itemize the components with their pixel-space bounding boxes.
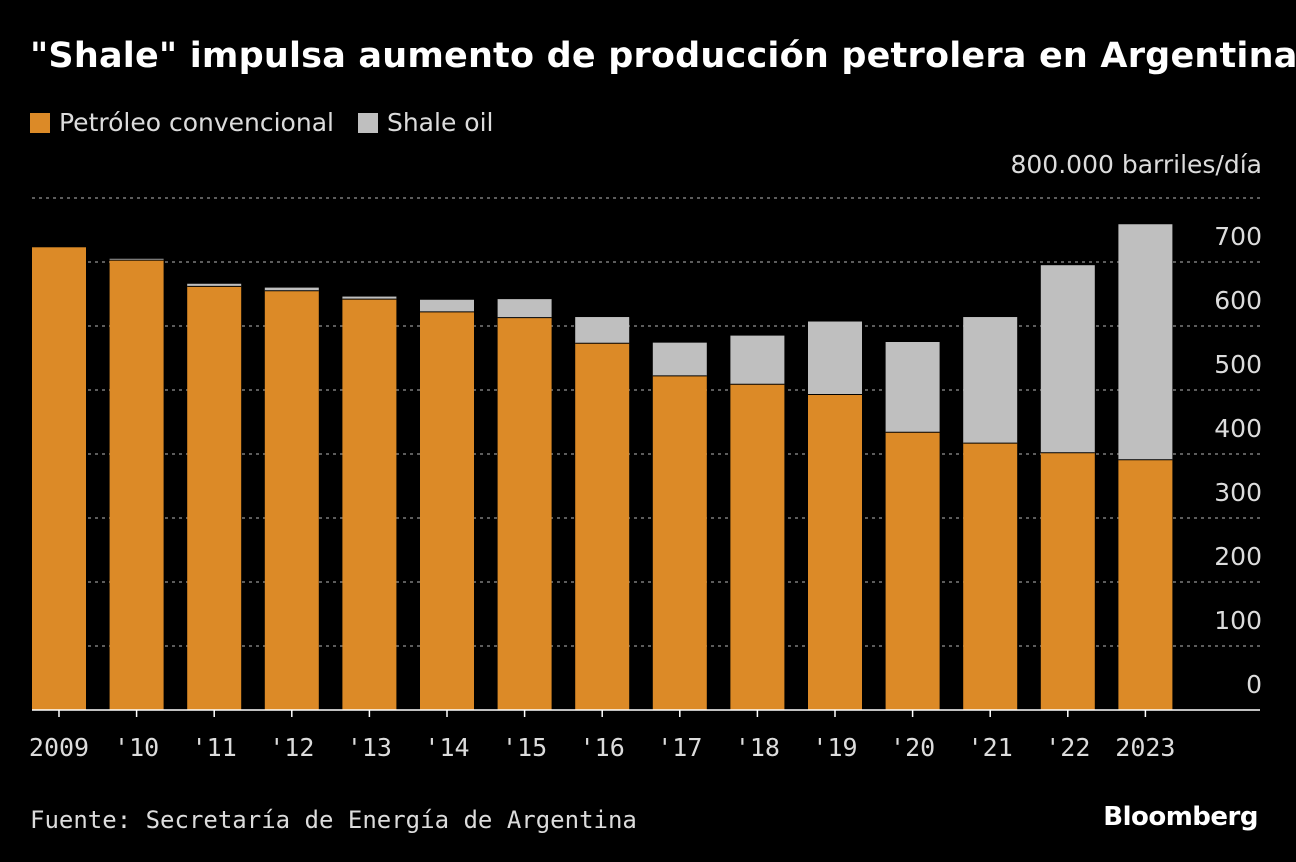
x-tick-label-5: '14	[424, 733, 469, 762]
y-tick-label-400: 400	[1214, 414, 1262, 443]
x-tick-label-0: 2009	[29, 733, 89, 762]
bar-shale-4	[342, 296, 397, 300]
legend-swatch-conventional	[30, 112, 50, 133]
bar-conventional-14	[1118, 459, 1173, 710]
legend-item-shale: Shale oil	[357, 108, 494, 137]
y-tick-label-0: 0	[1246, 670, 1262, 699]
x-tick-label-3: '12	[269, 733, 314, 762]
bar-conventional-3	[264, 290, 319, 710]
bar-shale-8	[652, 342, 707, 376]
bar-shale-1	[109, 258, 164, 261]
y-tick-label-600: 600	[1214, 286, 1262, 315]
x-tick-label-8: '17	[657, 733, 702, 762]
bar-conventional-10	[808, 394, 862, 710]
bar-shale-9	[730, 335, 785, 385]
x-tick-label-12: '21	[968, 733, 1013, 762]
bar-shale-11	[885, 342, 940, 433]
bar-conventional-1	[109, 260, 164, 710]
x-tick-label-2: '11	[192, 733, 237, 762]
bar-conventional-5	[420, 311, 474, 710]
x-tick-label-7: '16	[580, 733, 625, 762]
bar-conventional-9	[730, 384, 785, 710]
x-tick-label-4: '13	[347, 733, 392, 762]
bar-shale-5	[420, 299, 474, 312]
y-tick-label-200: 200	[1214, 542, 1262, 571]
bar-shale-2	[187, 283, 242, 287]
legend-swatch-shale	[357, 112, 378, 133]
y-tick-label-500: 500	[1214, 350, 1262, 379]
bar-conventional-6	[497, 317, 552, 710]
legend: Petróleo convencional Shale oil	[30, 108, 517, 137]
bar-shale-6	[497, 299, 552, 318]
bar-conventional-8	[652, 375, 707, 710]
bar-conventional-12	[963, 443, 1018, 710]
bar-conventional-4	[342, 299, 397, 710]
bar-shale-3	[264, 287, 319, 291]
x-tick-label-10: '19	[812, 733, 857, 762]
bar-conventional-13	[1040, 452, 1095, 710]
legend-label-conventional: Petróleo convencional	[59, 108, 334, 137]
y-axis-unit-label: 800.000 barriles/día	[1010, 150, 1263, 179]
y-tick-label-700: 700	[1214, 222, 1262, 251]
bar-shale-14	[1118, 224, 1173, 460]
chart-title: "Shale" impulsa aumento de producción pe…	[30, 36, 1296, 76]
y-tick-label-100: 100	[1214, 606, 1262, 635]
legend-item-conventional: Petróleo convencional	[30, 108, 334, 137]
source-note: Fuente: Secretaría de Energía de Argenti…	[30, 806, 637, 834]
bar-conventional-2	[187, 286, 242, 710]
bar-conventional-7	[575, 343, 630, 710]
bar-shale-12	[963, 317, 1018, 444]
bar-shale-7	[575, 317, 630, 344]
x-tick-label-13: '22	[1045, 733, 1090, 762]
bar-conventional-0	[32, 247, 86, 710]
bar-shale-13	[1040, 265, 1095, 453]
bar-shale-10	[808, 321, 862, 395]
x-tick-label-9: '18	[735, 733, 780, 762]
y-tick-label-300: 300	[1214, 478, 1262, 507]
bloomberg-logo: Bloomberg	[1103, 802, 1258, 832]
x-tick-label-1: '10	[114, 733, 159, 762]
legend-label-shale: Shale oil	[386, 108, 494, 137]
x-tick-label-6: '15	[502, 733, 547, 762]
x-tick-label-14: 2023	[1115, 733, 1175, 762]
x-tick-label-11: '20	[890, 733, 935, 762]
bar-conventional-11	[885, 432, 940, 710]
